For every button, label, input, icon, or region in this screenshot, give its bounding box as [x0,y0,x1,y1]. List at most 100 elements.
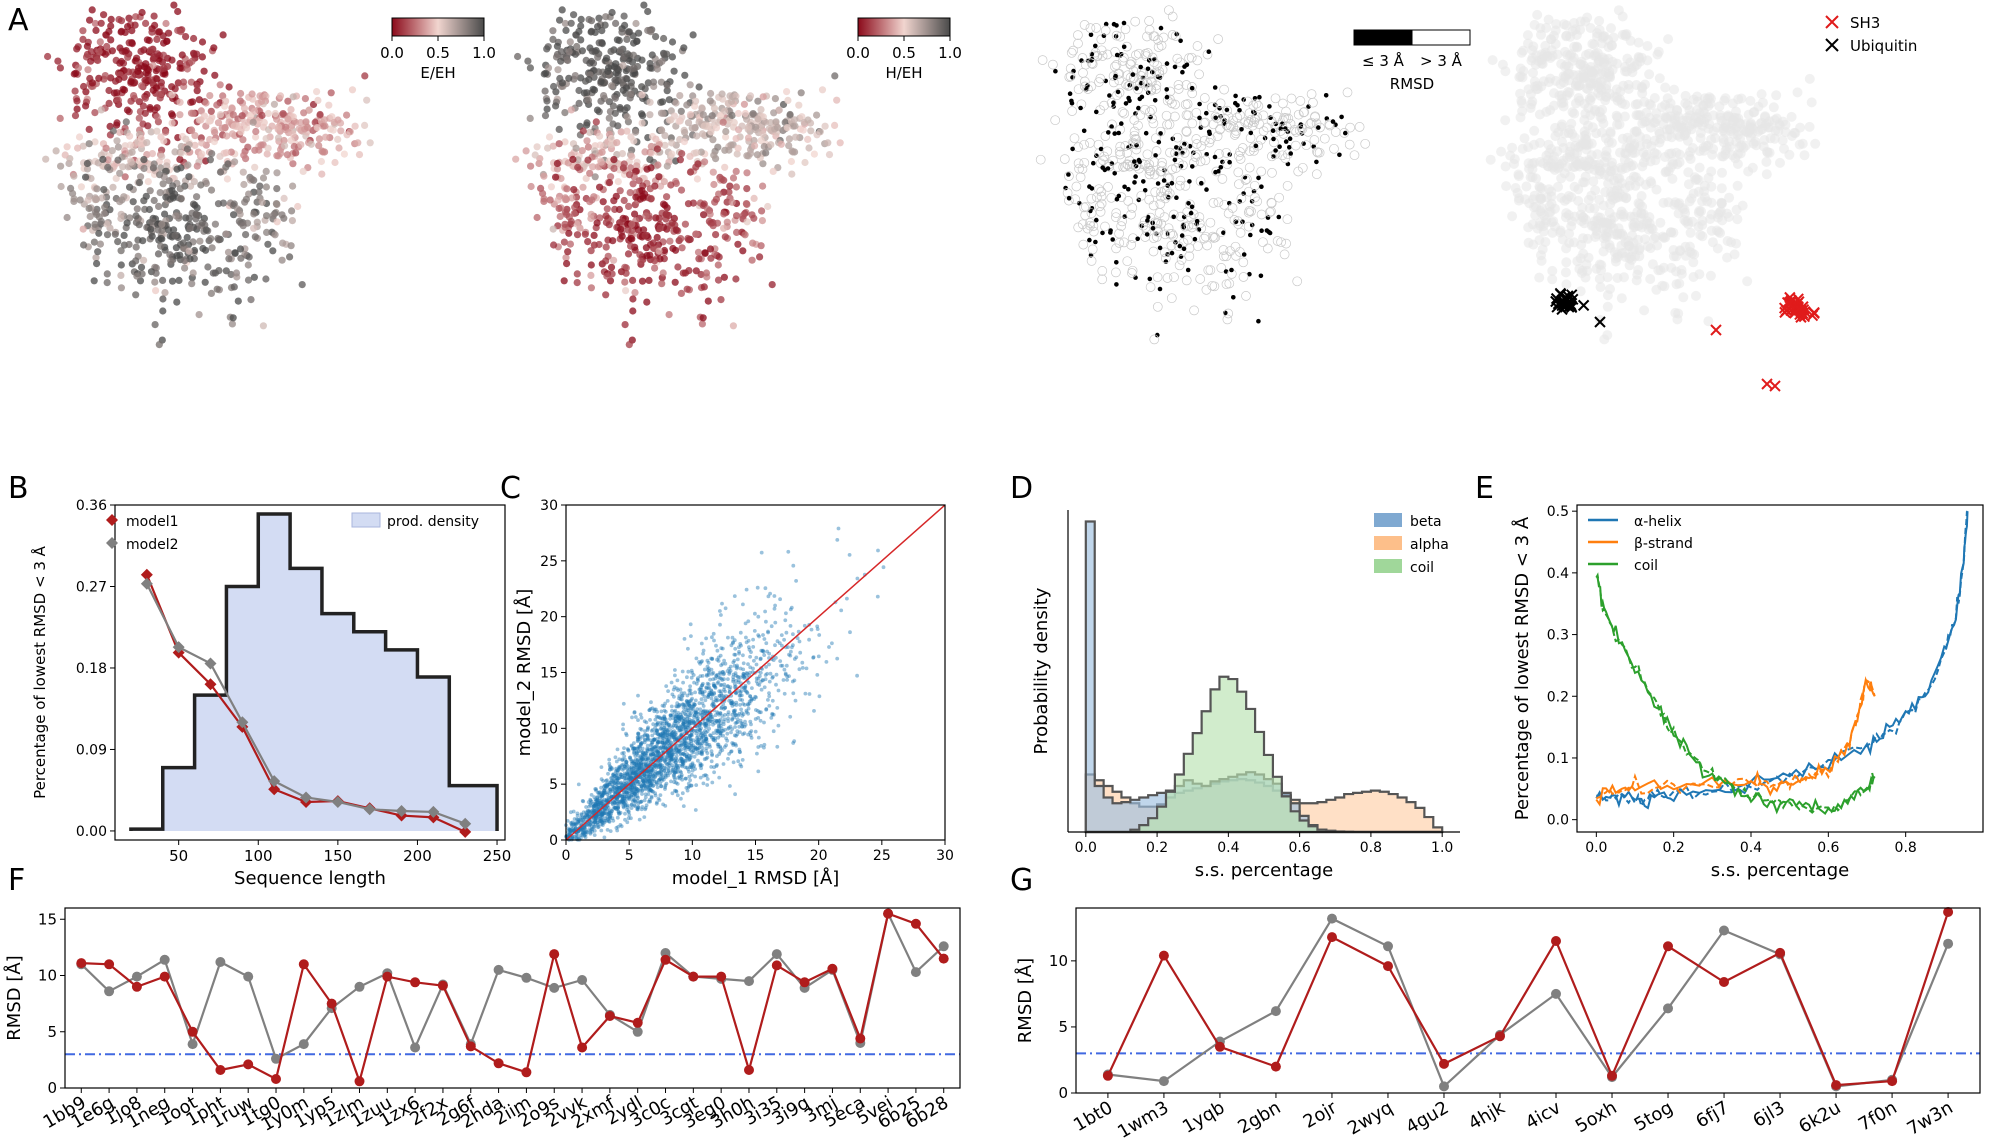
embedding-point [666,237,674,245]
embedding-point [676,156,685,164]
embedding-outline [1290,140,1301,151]
embedding-point [657,78,666,86]
embedding-point-bg [1566,118,1577,129]
embedding-outline [1085,23,1096,33]
embedding-point-low-rmsd [1109,124,1114,129]
embedding-point [571,203,579,211]
embedding-point [575,99,583,107]
embedding-point [211,220,219,228]
embedding-point [188,57,196,65]
embedding-point-bg [1549,88,1559,99]
embedding-point [92,195,100,203]
embedding-point [575,27,583,36]
embedding-point [303,123,312,131]
embedding-point-low-rmsd [1111,100,1116,105]
embedding-point [80,241,88,249]
embedding-point [91,19,99,28]
embedding-point [271,231,279,239]
embedding-point [71,87,79,95]
embedding-point-bg [1771,90,1782,101]
embedding-point-bg [1645,274,1656,284]
embedding-point-bg [1715,228,1726,238]
embedding-point [117,261,125,269]
embedding-point [622,264,630,272]
embedding-point-bg [1716,197,1727,208]
embedding-outline [1170,99,1180,110]
embedding-point [258,111,266,119]
embedding-point-bg [1616,293,1627,304]
embedding-point [157,242,165,250]
embedding-point [833,96,841,104]
embedding-point-bg [1529,139,1540,150]
embedding-point [597,97,605,105]
embedding-point [757,106,765,114]
embedding-point [732,275,740,283]
embedding-point-bg [1761,156,1772,167]
embedding-point-low-rmsd [1094,217,1099,223]
embedding-point [131,21,139,29]
embedding-point-low-rmsd [1110,237,1115,242]
embedding-point [348,86,357,94]
embedding-outline [1121,79,1131,90]
embedding-point-bg [1757,124,1768,135]
embedding-point [743,185,751,193]
embedding-outline [1117,107,1128,117]
embedding-outline [1089,50,1100,61]
embedding-outline [1256,134,1266,145]
embedding-point [608,82,616,90]
embedding-point [170,1,178,9]
embedding-point [119,163,127,171]
embedding-point [540,195,548,203]
embedding-outline [1254,119,1265,129]
embedding-point [681,220,690,228]
embedding-point [199,244,207,253]
embedding-point [101,50,109,58]
embedding-point [273,152,281,160]
embedding-point [686,152,694,160]
embedding-outline [1214,149,1224,159]
embedding-point [646,155,654,163]
embedding-point [522,147,530,155]
embedding-point [607,173,615,181]
embedding-point [689,31,697,39]
embedding-point [698,104,706,112]
embedding-point [512,155,520,163]
embedding-point-bg [1701,98,1712,109]
scatter-point [709,759,714,764]
embedding-point [562,254,570,262]
embedding-point [95,229,103,237]
embedding-point-bg [1571,79,1581,90]
embedding-point [247,296,255,304]
embedding-point [121,147,129,155]
embedding-point-bg [1552,146,1563,157]
embedding-point [629,180,637,188]
ubiquitin-marker [1577,299,1590,312]
embedding-point [693,175,702,183]
embedding-point [578,147,586,155]
embedding-point-bg [1683,150,1694,161]
embedding-point-bg [1617,29,1628,40]
embedding-outline [1315,122,1325,133]
embedding-point [663,50,671,58]
embedding-outline [1213,197,1224,208]
embedding-point [132,291,140,299]
embedding-point-bg [1603,42,1614,53]
embedding-point [127,158,135,166]
embedding-outline [1241,291,1251,301]
embedding-point-bg [1515,88,1526,99]
embedding-point-bg [1674,122,1685,133]
embedding-point-bg [1713,209,1724,220]
embedding-outline [1224,122,1235,133]
embedding-point [295,125,303,133]
embedding-point [801,158,809,167]
embedding-outline [1153,35,1163,45]
embedding-point [587,214,595,223]
embedding-point [681,128,689,137]
embedding-point [202,99,210,107]
embedding-outline [1162,273,1173,283]
embedding-point [230,122,238,130]
embedding-point [746,92,755,100]
embedding-outline [1266,197,1277,208]
legend-x-marker-red [1825,15,1839,29]
